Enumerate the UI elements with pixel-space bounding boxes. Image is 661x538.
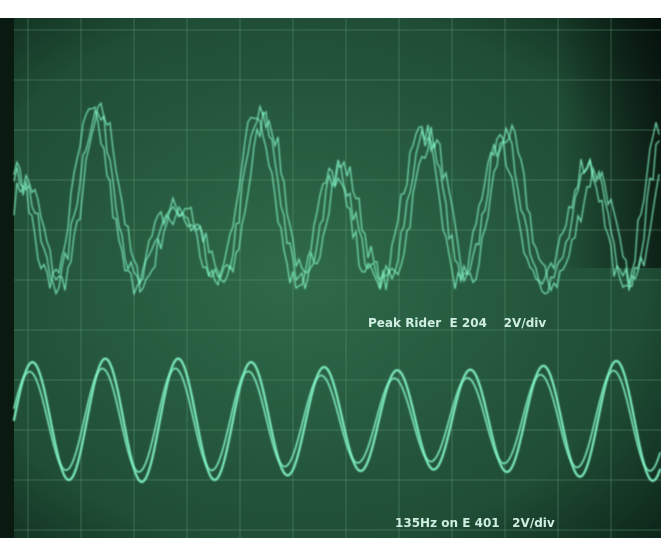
- bottom-trace-label: 135Hz on E 401 2V/div: [395, 516, 555, 530]
- page: Peak Rider E 204 2V/div 135Hz on E 401 2…: [0, 0, 661, 538]
- oscilloscope-photo: Peak Rider E 204 2V/div 135Hz on E 401 2…: [0, 0, 661, 538]
- screen-edge: [0, 18, 14, 538]
- top-trace-label: Peak Rider E 204 2V/div: [368, 316, 546, 330]
